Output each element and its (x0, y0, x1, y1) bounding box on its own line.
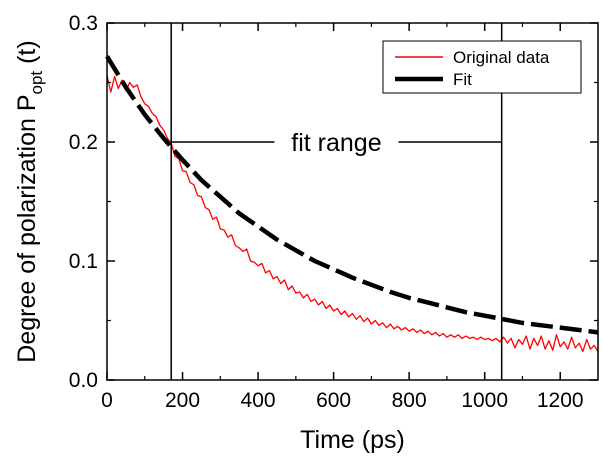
y-tick-label-3: 0.3 (69, 12, 98, 35)
plot-area (105, 55, 599, 353)
axes: 0 200 400 600 800 1000 1200 0.0 0.1 0.2 0.3 (69, 12, 599, 412)
series-line-fit (105, 55, 599, 335)
x-tick-label-200: 200 (165, 389, 200, 412)
x-tick-label-800: 800 (392, 389, 427, 412)
x-tick-label-1000: 1000 (461, 389, 508, 412)
x-tick-label-1200: 1200 (537, 389, 584, 412)
legend: Original data Fit (382, 40, 582, 94)
legend-label-fit: Fit (453, 70, 472, 89)
x-axis-label: Time (ps) (300, 426, 405, 454)
legend-label-original-data: Original data (453, 48, 550, 67)
y-axis-label-suffix: (t) (13, 40, 41, 71)
y-tick-label-1: 0.1 (69, 250, 98, 273)
y-tick-label-2: 0.2 (69, 131, 98, 154)
x-tick-label-400: 400 (241, 389, 276, 412)
fit-range-annotation: fit range (170, 23, 503, 380)
y-axis-label-subscript: opt (27, 71, 46, 95)
y-axis-label-main: Degree of polarization P (13, 94, 41, 362)
x-tick-label-600: 600 (316, 389, 351, 412)
x-tick-label-0: 0 (101, 389, 113, 412)
y-axis-label: Degree of polarization Popt (t) (13, 40, 46, 362)
fit-range-label: fit range (291, 129, 381, 157)
series-line-original-data (106, 75, 599, 353)
y-tick-label-0: 0.0 (69, 369, 98, 392)
legend-box (382, 40, 582, 94)
